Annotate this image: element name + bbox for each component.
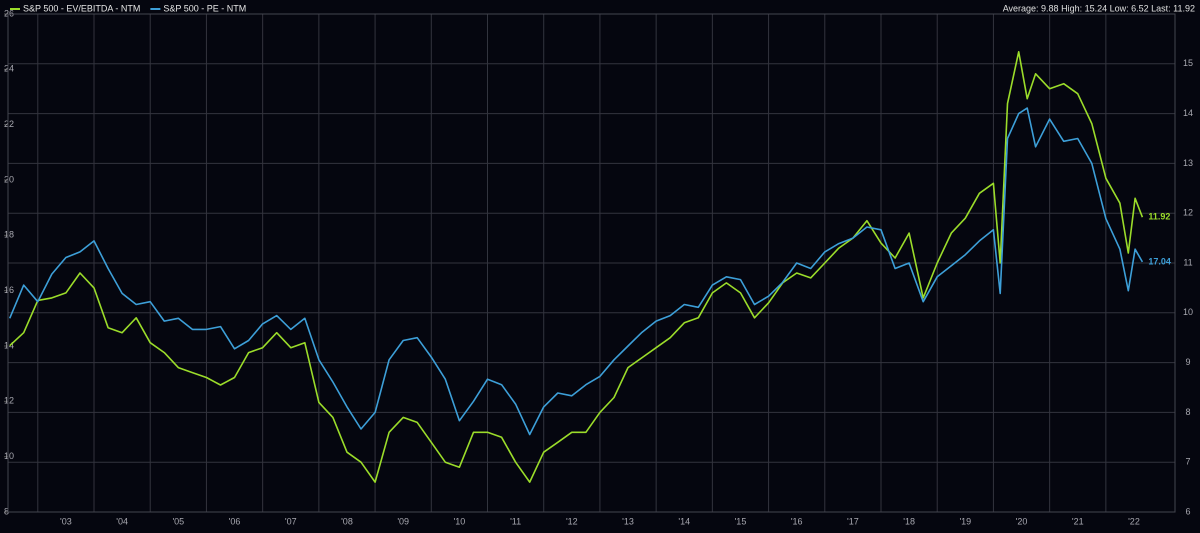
x-tick-label: '08 [341, 516, 353, 526]
legend-label: S&P 500 - EV/EBITDA - NTM [23, 3, 140, 13]
end-value-label: 11.92 [1148, 212, 1170, 222]
end-value-label: 17.04 [1148, 256, 1171, 266]
y-tick-label: 16 [4, 285, 14, 295]
x-tick-label: '06 [229, 516, 241, 526]
x-tick-label: '18 [903, 516, 915, 526]
stats: Average: 9.88 High: 15.24 Low: 6.52 Last… [1003, 3, 1195, 13]
x-tick-label: '07 [285, 516, 297, 526]
y-tick-label: 8 [4, 506, 9, 516]
y2-tick-label: 12 [1183, 208, 1193, 218]
y-tick-label: 14 [4, 340, 14, 350]
x-tick-label: '14 [678, 516, 690, 526]
series-line [8, 107, 1144, 436]
x-tick-label: '21 [1072, 516, 1084, 526]
x-tick-label: '10 [454, 516, 466, 526]
y2-tick-label: 15 [1183, 58, 1193, 68]
y2-tick-label: 9 [1185, 357, 1190, 367]
y2-tick-label: 13 [1183, 158, 1193, 168]
y-tick-label: 18 [4, 230, 14, 240]
x-tick-label: '13 [622, 516, 634, 526]
y-tick-label: 12 [4, 396, 14, 406]
y2-tick-label: 8 [1185, 407, 1190, 417]
plot-frame [7, 13, 1176, 513]
legend-label: S&P 500 - PE - NTM [163, 3, 246, 13]
x-tick-label: '15 [735, 516, 747, 526]
x-tick-label: '20 [1016, 516, 1028, 526]
y2-tick-label: 6 [1185, 506, 1190, 516]
x-tick-label: '22 [1128, 516, 1140, 526]
y2-tick-label: 10 [1183, 307, 1193, 317]
y2-tick-label: 7 [1185, 457, 1190, 467]
x-tick-label: '19 [959, 516, 971, 526]
x-tick-label: '17 [847, 516, 859, 526]
x-tick-label: '04 [116, 516, 128, 526]
x-tick-label: '11 [510, 516, 521, 526]
x-tick-label: '09 [397, 516, 409, 526]
x-tick-label: '05 [172, 516, 184, 526]
y-tick-label: 24 [4, 64, 14, 74]
y-tick-label: 26 [4, 8, 14, 18]
y2-tick-label: 14 [1183, 108, 1193, 118]
x-tick-label: '12 [566, 516, 578, 526]
x-tick-label: '03 [60, 516, 72, 526]
y-tick-label: 10 [4, 451, 14, 461]
y-tick-label: 22 [4, 119, 14, 129]
series-line [9, 51, 1144, 483]
y2-tick-label: 11 [1183, 257, 1192, 267]
y-tick-label: 20 [4, 174, 14, 184]
x-tick-label: '16 [791, 516, 803, 526]
